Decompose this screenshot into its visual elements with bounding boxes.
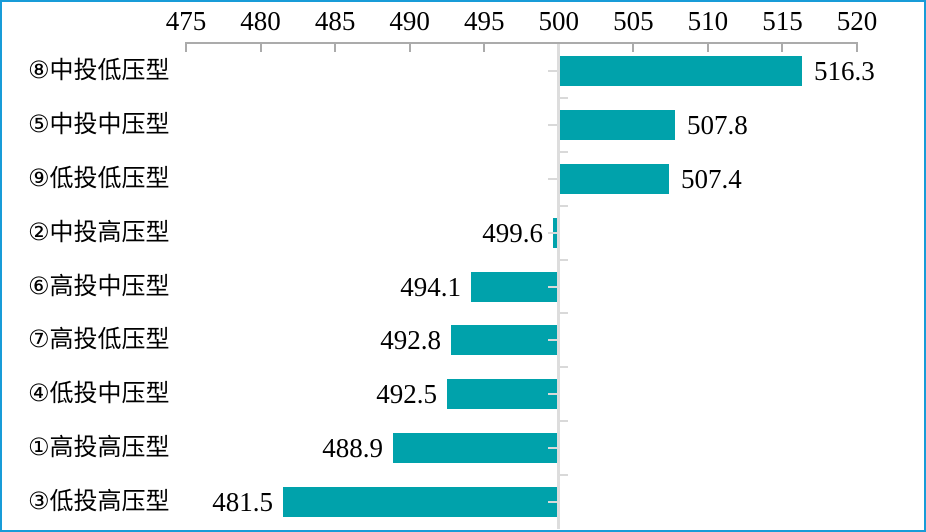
- x-axis-tick: [632, 44, 635, 52]
- x-axis-tick-label: 480: [240, 6, 281, 36]
- bar: [560, 164, 670, 194]
- value-label: 499.6: [482, 218, 543, 248]
- x-axis-tick-label: 520: [836, 6, 878, 36]
- category-center-tick: [548, 124, 557, 126]
- category-center-tick: [548, 232, 557, 234]
- bar: [560, 110, 676, 140]
- x-axis-line: [185, 42, 858, 44]
- value-label: 507.4: [681, 164, 742, 194]
- bar: [282, 487, 557, 517]
- x-axis-tick: [408, 44, 411, 52]
- value-label: 488.9: [322, 433, 383, 463]
- x-axis-tick-label: 510: [687, 6, 729, 36]
- x-axis-tick: [483, 44, 486, 52]
- value-label: 494.1: [400, 272, 461, 302]
- category-boundary-tick: [560, 312, 568, 315]
- category-label: ③低投高压型: [28, 489, 170, 515]
- category-boundary-tick: [560, 150, 568, 153]
- value-label: 516.3: [814, 56, 875, 86]
- value-label: 492.5: [376, 379, 437, 409]
- x-axis-tick: [781, 44, 784, 52]
- category-center-tick: [548, 501, 557, 503]
- x-axis-tick: [259, 44, 262, 52]
- category-label: ⑦高投低压型: [28, 327, 170, 353]
- category-label: ①高投高压型: [28, 435, 170, 461]
- category-boundary-tick: [560, 366, 568, 369]
- category-center-tick: [548, 447, 557, 449]
- x-axis-tick-label: 490: [389, 6, 430, 36]
- category-center-tick: [548, 286, 557, 288]
- category-boundary-tick: [560, 474, 568, 477]
- x-axis-tick-label: 485: [314, 6, 356, 36]
- bar: [393, 433, 557, 463]
- category-boundary-tick: [560, 204, 568, 207]
- x-axis-tick-label: 500: [538, 6, 580, 36]
- category-boundary-tick: [560, 258, 568, 261]
- x-axis-tick-label: 515: [762, 6, 803, 36]
- value-label: 507.8: [687, 110, 748, 140]
- x-axis-tick: [185, 44, 187, 52]
- x-axis-tick-label: 475: [165, 6, 207, 36]
- bar: [451, 325, 557, 355]
- x-axis-tick-label: 495: [463, 6, 505, 36]
- category-boundary-tick: [560, 96, 568, 99]
- x-axis-tick-label: 505: [613, 6, 654, 36]
- category-label: ②中投高压型: [28, 220, 170, 246]
- value-label: 481.5: [212, 487, 273, 517]
- x-axis-tick: [706, 44, 709, 52]
- category-center-tick: [548, 178, 557, 180]
- category-boundary-tick: [560, 420, 568, 423]
- x-axis-tick: [856, 44, 858, 52]
- bar: [560, 56, 802, 86]
- baseline-500: [557, 44, 560, 529]
- category-label: ④低投中压型: [28, 381, 170, 407]
- category-center-tick: [548, 393, 557, 395]
- value-label: 492.8: [380, 325, 441, 355]
- category-label: ⑥高投中压型: [28, 274, 170, 300]
- category-label: ⑤中投中压型: [28, 112, 170, 138]
- bar: [446, 379, 557, 409]
- category-label: ⑨低投低压型: [28, 166, 170, 192]
- category-center-tick: [548, 70, 557, 72]
- category-center-tick: [548, 339, 557, 341]
- category-label: ⑧中投低压型: [28, 58, 170, 84]
- bar: [470, 272, 557, 302]
- x-axis-tick: [334, 44, 337, 52]
